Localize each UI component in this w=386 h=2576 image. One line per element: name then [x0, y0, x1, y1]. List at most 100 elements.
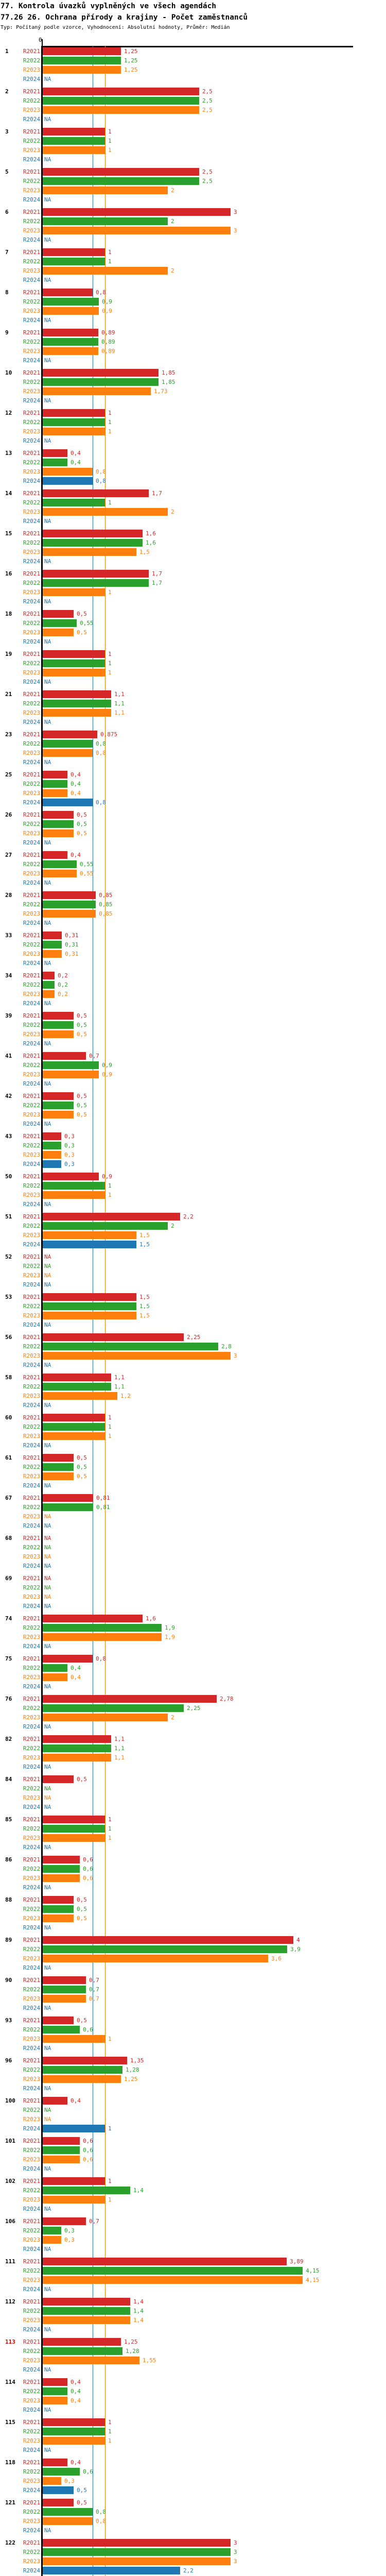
- bar-row-label-r2023: R2023: [23, 1875, 40, 1882]
- bar-value-label: 0,3: [64, 2478, 75, 2484]
- bar-row-label-r2021: R2021: [23, 2138, 40, 2144]
- bar-value-label: 0,4: [71, 2097, 81, 2104]
- group-label: 114: [5, 2379, 15, 2385]
- bar-r2023: [43, 1191, 105, 1199]
- bar-value-label: 1: [108, 410, 112, 416]
- bar-row-label-r2022: R2022: [23, 1946, 40, 1953]
- bar-value-label: 0,5: [77, 1022, 87, 1028]
- bar-r2022: [43, 901, 96, 908]
- bar-row-label-r2022: R2022: [23, 539, 40, 546]
- na-label: NA: [44, 2206, 51, 2212]
- bar-row-label-r2021: R2021: [23, 329, 40, 336]
- bar-r2022: [43, 2227, 61, 2234]
- bar-row-label-r2023: R2023: [23, 1031, 40, 1038]
- group-label: 12: [5, 410, 12, 416]
- bar-r2021: [43, 1293, 136, 1301]
- bar-r2023: [43, 2035, 105, 2043]
- bar-r2022: [43, 1704, 184, 1712]
- bar-value-label: 0,5: [77, 1776, 87, 1783]
- bar-r2023: [43, 1071, 99, 1078]
- bar-row-label-r2024: R2024: [23, 1201, 40, 1208]
- na-label: NA: [44, 2246, 51, 2252]
- bar-row-label-r2023: R2023: [23, 187, 40, 194]
- bar-row-label-r2024: R2024: [23, 1683, 40, 1690]
- bar-value-label: 0,5: [77, 1031, 87, 1038]
- bar-value-label: 0,9: [102, 1173, 112, 1180]
- bar-row-label-r2023: R2023: [23, 2317, 40, 2324]
- bar-r2021: [43, 1012, 74, 1020]
- na-label: NA: [44, 277, 51, 283]
- na-label: NA: [44, 1553, 51, 1560]
- y-axis-line: [41, 46, 43, 2576]
- bar-value-label: 1: [108, 2437, 112, 2444]
- bar-value-label: 2,5: [202, 97, 213, 104]
- bar-row-label-r2024: R2024: [23, 357, 40, 364]
- bar-value-label: 2,78: [220, 1696, 234, 1702]
- bar-r2021: [43, 329, 98, 336]
- bar-value-label: 1,25: [124, 66, 138, 73]
- bar-row-label-r2022: R2022: [23, 2227, 40, 2234]
- bar-row-label-r2023: R2023: [23, 1714, 40, 1721]
- na-label: NA: [44, 638, 51, 645]
- na-label: NA: [44, 558, 51, 565]
- bar-r2021: [43, 1052, 86, 1060]
- na-label: NA: [44, 437, 51, 444]
- bar-r2022: [43, 298, 99, 306]
- bar-row-label-r2021: R2021: [23, 1213, 40, 1220]
- bar-row-label-r2024: R2024: [23, 1804, 40, 1810]
- bar-value-label: 1: [108, 499, 112, 506]
- bar-value-label: 1: [108, 249, 112, 256]
- bar-value-label: 1,1: [114, 709, 125, 716]
- group-label: 5: [5, 168, 9, 175]
- bar-row-label-r2021: R2021: [23, 2459, 40, 2466]
- bar-value-label: 0,875: [100, 731, 118, 738]
- bar-row-label-r2024: R2024: [23, 437, 40, 444]
- bar-r2023: [43, 870, 77, 877]
- group-label: 112: [5, 2298, 15, 2305]
- bar-row-label-r2023: R2023: [23, 1272, 40, 1279]
- bar-r2023: [43, 347, 98, 355]
- bar-r2023: [43, 2196, 105, 2204]
- bar-value-label: 3,9: [290, 1946, 301, 1953]
- bar-row-label-r2021: R2021: [23, 811, 40, 818]
- bar-value-label: 1: [108, 138, 112, 144]
- bar-row-label-r2021: R2021: [23, 932, 40, 939]
- bar-row-label-r2021: R2021: [23, 1093, 40, 1099]
- na-label: NA: [44, 2085, 51, 2092]
- group-label: 28: [5, 892, 12, 899]
- bar-row-label-r2023: R2023: [23, 669, 40, 676]
- group-label: 33: [5, 932, 12, 939]
- bar-value-label: 3: [234, 227, 237, 234]
- bar-row-label-r2022: R2022: [23, 2549, 40, 2555]
- bar-value-label: 0,5: [77, 1012, 87, 1019]
- bar-row-label-r2022: R2022: [23, 1906, 40, 1912]
- bar-r2023: [43, 789, 67, 797]
- bar-r2023: [43, 2557, 231, 2565]
- bar-row-label-r2021: R2021: [23, 2499, 40, 2506]
- bar-r2022: [43, 258, 105, 265]
- bar-row-label-r2022: R2022: [23, 379, 40, 385]
- bar-row-label-r2023: R2023: [23, 267, 40, 274]
- group-label: 27: [5, 852, 12, 858]
- group-label: 39: [5, 1012, 12, 1019]
- bar-r2021: [43, 1976, 86, 1984]
- bar-r2021: [43, 1695, 217, 1703]
- bar-row-label-r2021: R2021: [23, 1053, 40, 1059]
- bar-row-label-r2024: R2024: [23, 1362, 40, 1368]
- bar-value-label: 0,5: [77, 1906, 87, 1912]
- bar-r2022: [43, 1343, 218, 1350]
- bar-r2023: [43, 187, 168, 194]
- bar-row-label-r2023: R2023: [23, 910, 40, 917]
- bar-row-label-r2022: R2022: [23, 1504, 40, 1511]
- bar-r2023: [43, 629, 74, 636]
- bar-row-label-r2024: R2024: [23, 2447, 40, 2453]
- na-label: NA: [44, 2286, 51, 2293]
- bar-value-label: 0,3: [64, 1161, 75, 1167]
- bar-value-label: 0,5: [77, 821, 87, 827]
- bar-value-label: 1,7: [152, 570, 162, 577]
- bar-value-label: 0,5: [77, 1473, 87, 1480]
- bar-row-label-r2023: R2023: [23, 1955, 40, 1962]
- bar-row-label-r2021: R2021: [23, 2097, 40, 2104]
- bar-value-label: 0,5: [77, 1915, 87, 1922]
- bar-value-label: 0,7: [89, 1995, 99, 2002]
